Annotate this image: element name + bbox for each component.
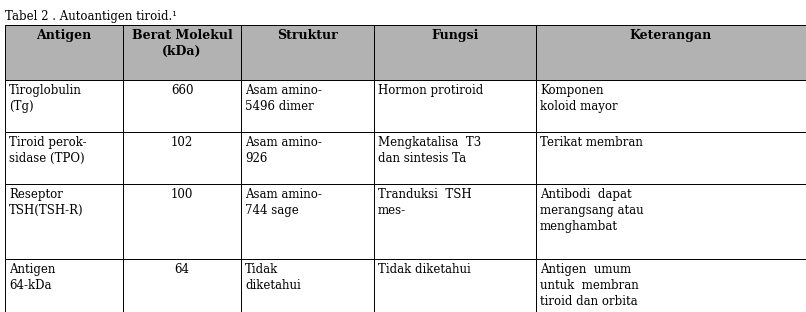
Text: Antibodi  dapat
merangsang atau
menghambat: Antibodi dapat merangsang atau menghamba… [540,188,644,233]
Bar [241,25,374,80]
Bar [123,80,241,132]
Bar [5,184,123,259]
Bar [123,259,241,312]
Bar [5,25,123,80]
Text: 102: 102 [171,136,193,149]
Bar [5,259,123,312]
Bar [123,132,241,184]
Text: 100: 100 [171,188,193,201]
Text: Tidak
diketahui: Tidak diketahui [245,263,301,292]
Bar [374,132,536,184]
Bar [123,184,241,259]
Bar [536,80,806,132]
Bar [5,132,123,184]
Text: Asam amino-
744 sage: Asam amino- 744 sage [245,188,322,217]
Text: Antigen: Antigen [36,29,92,42]
Bar [241,132,374,184]
Text: Keterangan: Keterangan [629,29,713,42]
Text: Terikat membran: Terikat membran [540,136,643,149]
Text: 660: 660 [171,84,193,97]
Text: Berat Molekul
(kDa): Berat Molekul (kDa) [131,29,232,58]
Text: Hormon protiroid: Hormon protiroid [378,84,484,97]
Bar [123,25,241,80]
Bar [5,80,123,132]
Bar [241,80,374,132]
Text: Asam amino-
5496 dimer: Asam amino- 5496 dimer [245,84,322,113]
Bar [374,80,536,132]
Text: Tiroid perok-
sidase (TPO): Tiroid perok- sidase (TPO) [9,136,86,165]
Text: Tidak diketahui: Tidak diketahui [378,263,471,276]
Text: Tiroglobulin
(Tg): Tiroglobulin (Tg) [9,84,82,113]
Text: Komponen
koloid mayor: Komponen koloid mayor [540,84,617,113]
Text: Antigen
64-kDa: Antigen 64-kDa [9,263,56,292]
Text: Tabel 2 . Autoantigen tiroid.¹: Tabel 2 . Autoantigen tiroid.¹ [5,10,177,23]
Text: Fungsi: Fungsi [431,29,479,42]
Bar [536,259,806,312]
Bar [241,259,374,312]
Bar [536,25,806,80]
Bar [374,25,536,80]
Text: Tranduksi  TSH
mes-: Tranduksi TSH mes- [378,188,472,217]
Bar [536,132,806,184]
Text: Struktur: Struktur [277,29,338,42]
Text: Reseptor
TSH(TSH-R): Reseptor TSH(TSH-R) [9,188,84,217]
Text: Asam amino-
926: Asam amino- 926 [245,136,322,165]
Text: 64: 64 [175,263,189,276]
Bar [374,184,536,259]
Bar [536,184,806,259]
Bar [241,184,374,259]
Bar [374,259,536,312]
Text: Antigen  umum
untuk  membran
tiroid dan orbita: Antigen umum untuk membran tiroid dan or… [540,263,638,308]
Text: Mengkatalisa  T3
dan sintesis Ta: Mengkatalisa T3 dan sintesis Ta [378,136,481,165]
